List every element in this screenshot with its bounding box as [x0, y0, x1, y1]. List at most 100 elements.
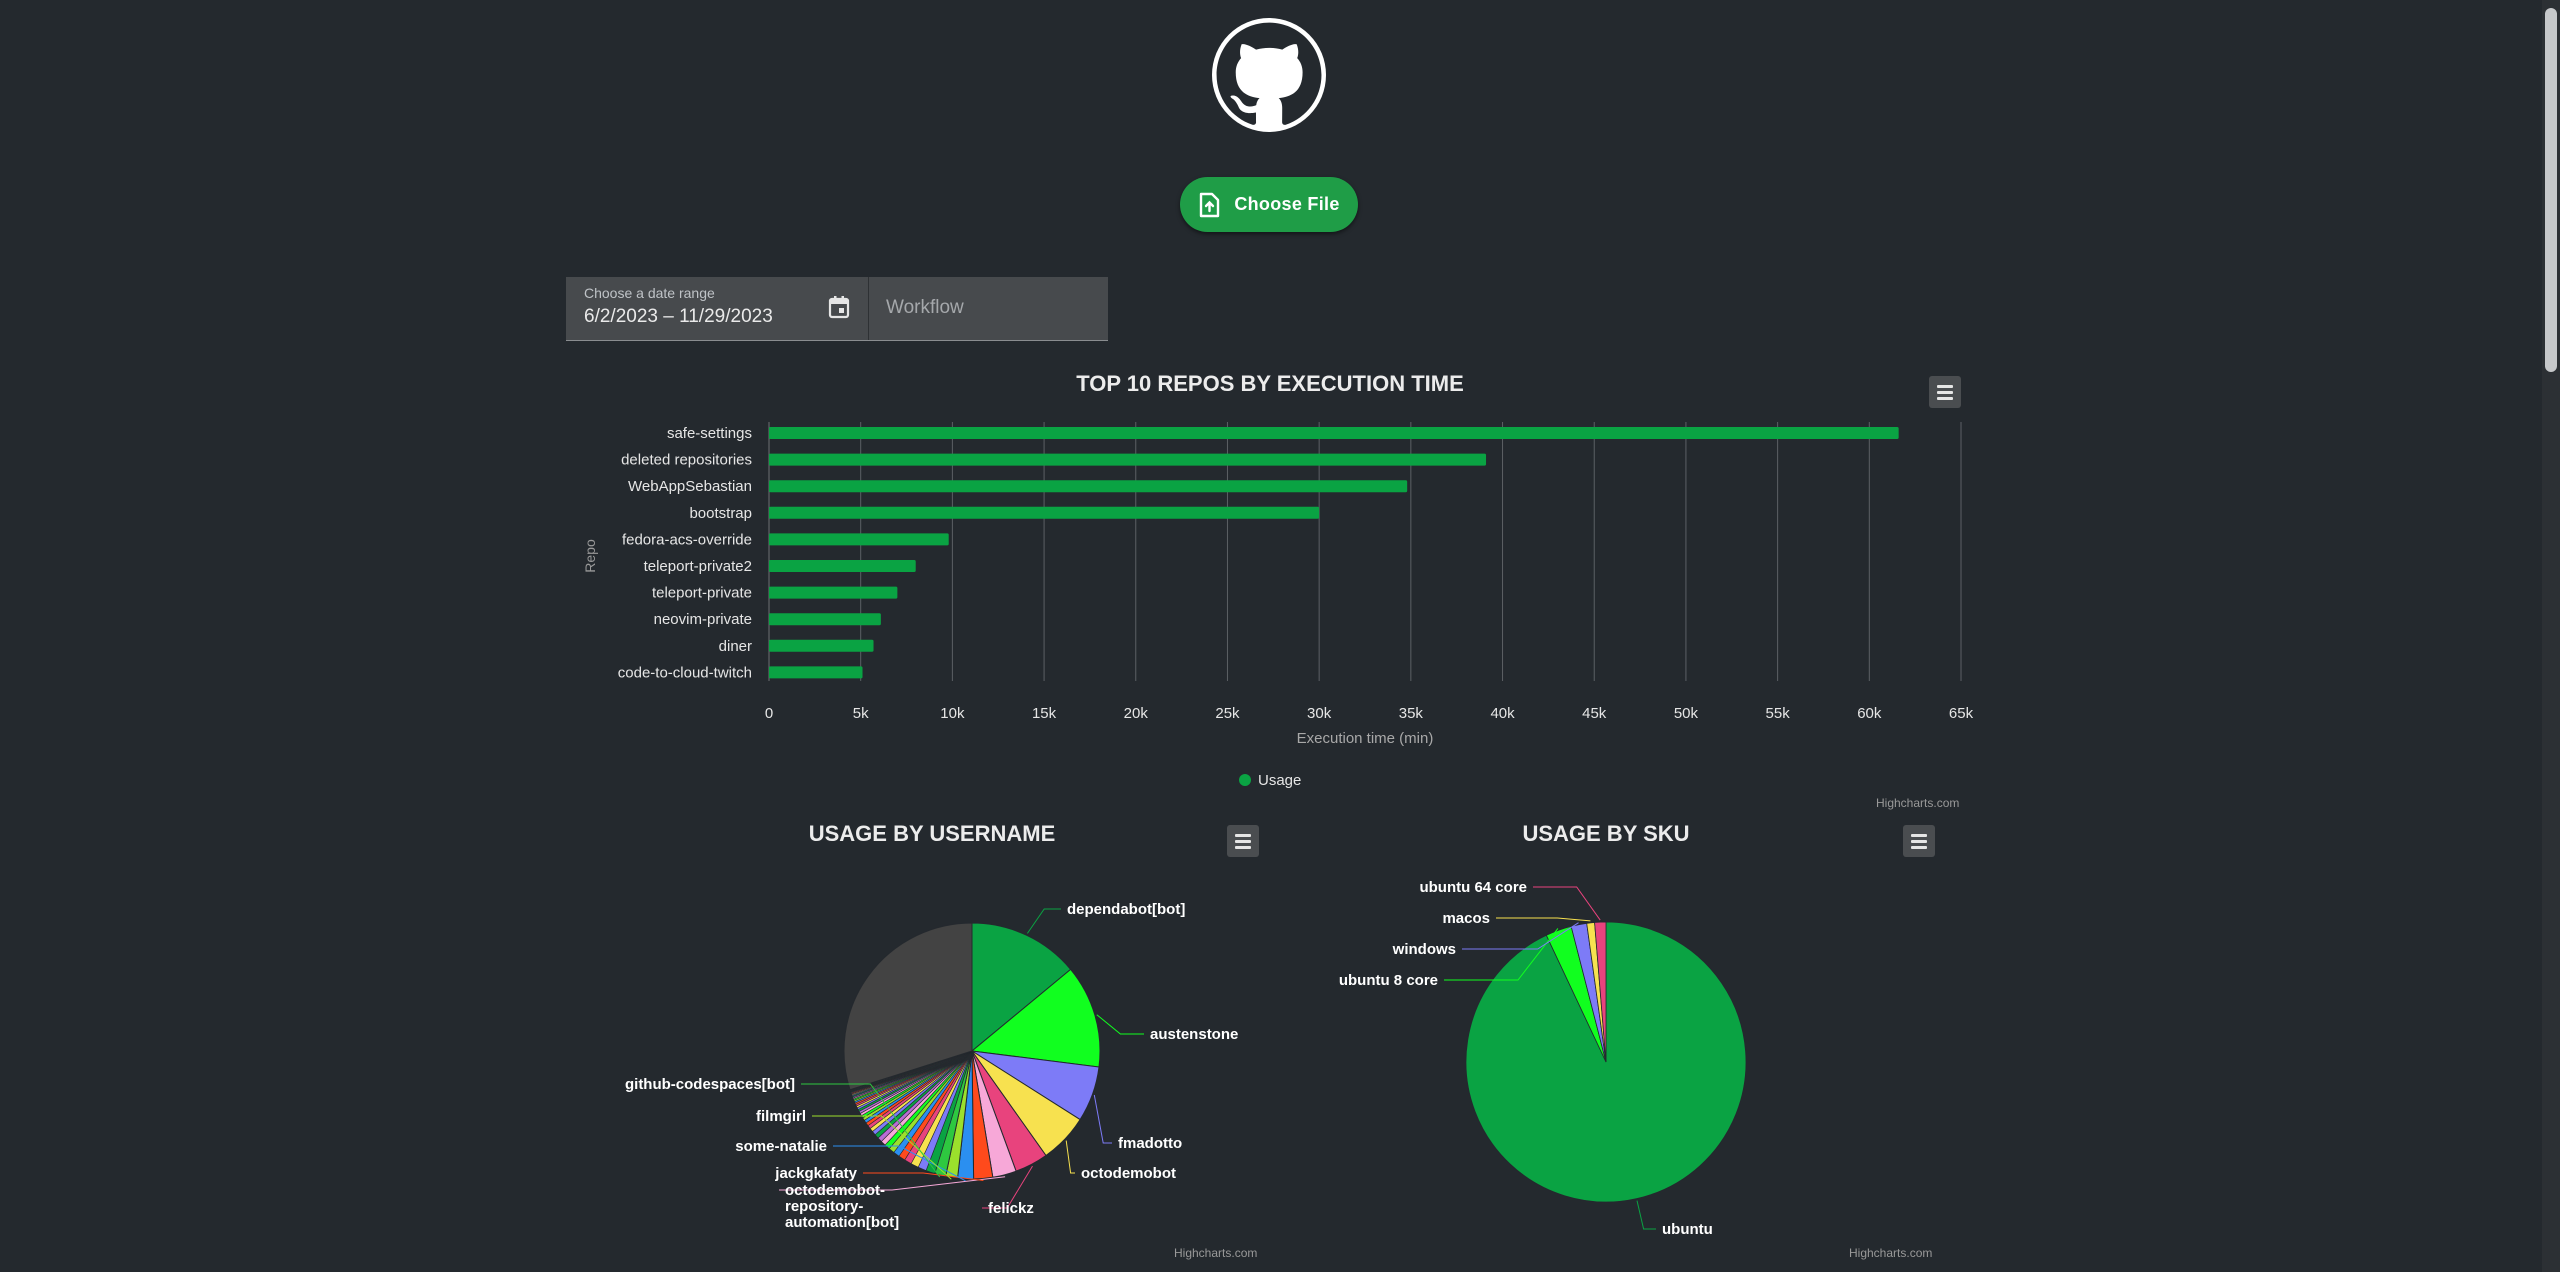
pie-connector: [1462, 922, 1579, 950]
pie-connector: [863, 1172, 984, 1181]
pie-label: octodemobot: [1081, 1165, 1176, 1182]
pie-username-slices: [843, 922, 1101, 1180]
bar: [769, 560, 916, 572]
pie-label: github-codespaces[bot]: [625, 1076, 795, 1093]
bar-chart-legend[interactable]: Usage: [1239, 772, 1301, 789]
pie-label: jackgkafaty: [774, 1165, 857, 1182]
filter-divider: [868, 277, 869, 340]
pie-sku-slices: [1465, 921, 1747, 1203]
pie-connector: [833, 1145, 966, 1182]
pie-connector: [801, 1083, 941, 1178]
bar-chart-top-repos: TOP 10 REPOS BY EXECUTION TIME safe-sett…: [582, 371, 1974, 789]
pie-label: some-natalie: [735, 1138, 827, 1155]
pie-connector: [1496, 917, 1591, 922]
pie-label: ubuntu: [1662, 1221, 1713, 1238]
category-label: diner: [719, 638, 752, 655]
pie-label-line: repository-: [785, 1198, 863, 1215]
bar-chart-menu-button[interactable]: [1929, 376, 1961, 408]
legend-label: Usage: [1258, 772, 1301, 789]
pie-slice: [843, 922, 973, 1091]
x-tick-label: 45k: [1582, 705, 1607, 722]
pie-label: fmadotto: [1118, 1135, 1182, 1152]
x-tick-label: 35k: [1399, 705, 1424, 722]
scrollbar-thumb[interactable]: [2545, 8, 2557, 372]
bar: [769, 480, 1408, 493]
category-label: fedora-acs-override: [622, 531, 752, 548]
bar: [769, 666, 863, 679]
pie-username-credits[interactable]: Highcharts.com: [1174, 1246, 1258, 1260]
bar-chart-title: TOP 10 REPOS BY EXECUTION TIME: [1076, 371, 1464, 396]
bar-chart-categories: safe-settings deleted repositories WebAppS…: [618, 425, 752, 681]
x-tick-label: 65k: [1949, 705, 1974, 722]
pie-sku-credits[interactable]: Highcharts.com: [1849, 1246, 1933, 1260]
x-tick-label: 25k: [1215, 705, 1240, 722]
pie-username-menu-button[interactable]: [1227, 825, 1259, 857]
pie-sku-title: USAGE BY SKU: [1522, 821, 1689, 846]
pie-chart-username: USAGE BY USERNAME dependabot[bot] austens…: [625, 821, 1238, 1231]
pie-connector: [1026, 908, 1061, 934]
date-range-input[interactable]: 6/2/2023 – 11/29/2023: [584, 306, 773, 327]
x-tick-label: 5k: [853, 705, 869, 722]
category-label: WebAppSebastian: [628, 478, 752, 495]
pie-connector: [1533, 886, 1601, 921]
pie-username-labels: dependabot[bot] austenstone fmadotto octode…: [625, 901, 1238, 1231]
x-tick-label: 55k: [1766, 705, 1791, 722]
pie-connector: [1065, 1140, 1075, 1174]
pie-label: austenstone: [1150, 1026, 1238, 1043]
pie-label: ubuntu 64 core: [1419, 879, 1527, 896]
pie-label: octodemobot-repository-automation[bot]: [785, 1182, 899, 1231]
bar-chart-bars: [769, 427, 1899, 679]
pie-connector: [1444, 928, 1559, 981]
pie-connector: [1096, 1014, 1144, 1035]
pie-label: ubuntu 8 core: [1339, 972, 1438, 989]
pie-sku-menu-button[interactable]: [1903, 825, 1935, 857]
x-tick-label: 15k: [1032, 705, 1057, 722]
pie-label: felickz: [988, 1200, 1034, 1217]
calendar-icon[interactable]: [828, 295, 850, 319]
pie-slice: [971, 922, 1072, 1053]
pie-connector: [1093, 1094, 1112, 1144]
x-tick-label: 20k: [1124, 705, 1149, 722]
pie-label: windows: [1392, 941, 1456, 958]
pie-connector: [779, 1176, 1006, 1191]
bar: [769, 586, 898, 599]
choose-file-label: Choose File: [1234, 194, 1340, 214]
category-label: bootstrap: [689, 505, 752, 522]
bar: [769, 506, 1320, 519]
pie-slice: [1594, 921, 1607, 1063]
category-label: safe-settings: [667, 425, 752, 442]
pie-slice: [970, 968, 1101, 1068]
bar-chart-credits[interactable]: Highcharts.com: [1876, 796, 1960, 810]
bar: [769, 427, 1899, 439]
bar: [769, 453, 1487, 466]
category-label: code-to-cloud-twitch: [618, 664, 752, 681]
legend-marker: [1239, 774, 1251, 786]
bar-chart-x-axis-label: Execution time (min): [1297, 730, 1434, 747]
x-tick-label: 40k: [1490, 705, 1515, 722]
file-upload-icon: [1200, 192, 1220, 217]
category-label: neovim-private: [654, 611, 752, 628]
pie-connector: [1636, 1200, 1656, 1230]
workflow-select[interactable]: Workflow: [886, 297, 964, 318]
bar: [769, 533, 949, 546]
pie-label: dependabot[bot]: [1067, 901, 1185, 918]
pie-connector: [982, 1165, 1033, 1209]
pie-label-line: octodemobot-: [785, 1182, 885, 1199]
x-tick-label: 0: [765, 705, 773, 722]
pie-username-title: USAGE BY USERNAME: [809, 821, 1056, 846]
x-tick-label: 60k: [1857, 705, 1882, 722]
scrollbar-track[interactable]: [2542, 0, 2560, 1272]
pie-label: macos: [1442, 910, 1490, 927]
bar: [769, 613, 881, 626]
x-tick-label: 10k: [940, 705, 965, 722]
x-tick-label: 30k: [1307, 705, 1332, 722]
pie-label: filmgirl: [756, 1108, 806, 1125]
category-label: teleport-private: [652, 585, 752, 602]
date-range-label: Choose a date range: [584, 285, 715, 301]
x-tick-label: 50k: [1674, 705, 1699, 722]
pie-chart-sku: USAGE BY SKU ubuntu ubuntu 8 core windows m…: [1339, 821, 1747, 1238]
choose-file-button[interactable]: Choose File: [1180, 177, 1358, 232]
github-octocat-icon[interactable]: [1212, 18, 1326, 132]
pie-sku-labels: ubuntu ubuntu 8 core windows macos ubuntu 64…: [1339, 879, 1713, 1238]
